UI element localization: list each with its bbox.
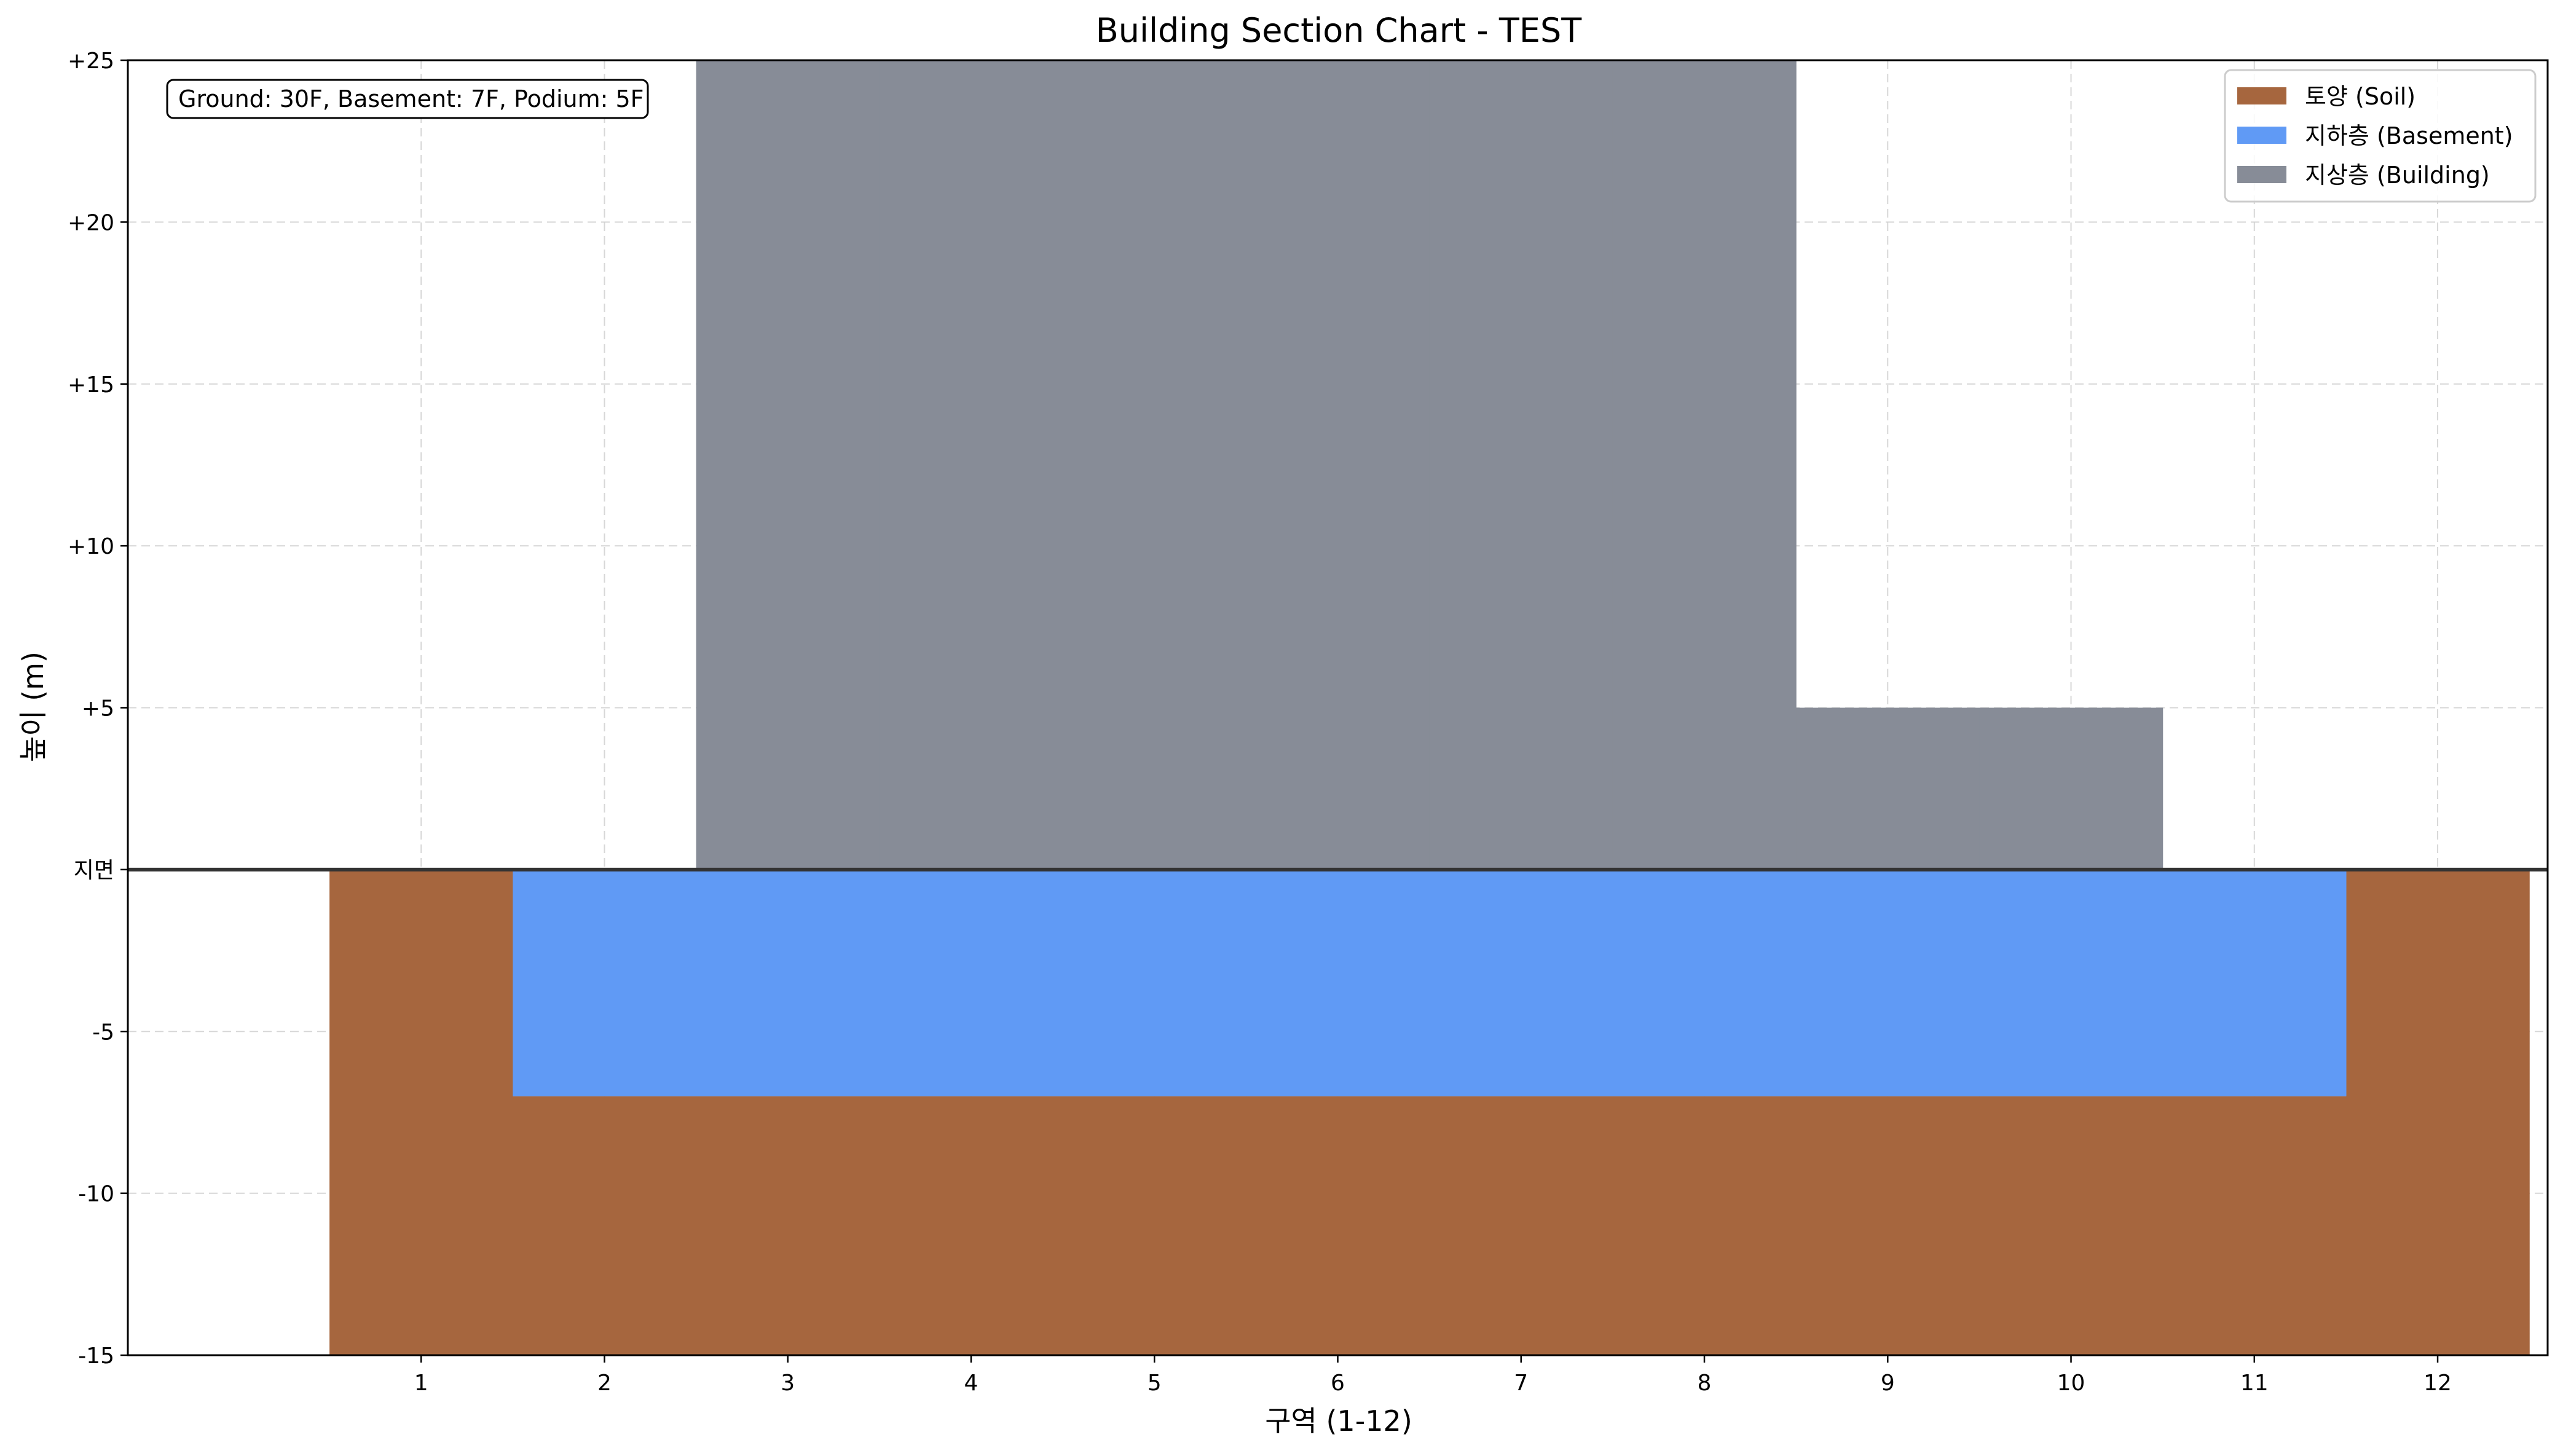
bar-soil-9 xyxy=(1796,1096,1980,1355)
bar-building-5 xyxy=(1063,60,1246,870)
y-tick-label: +5 xyxy=(82,696,114,722)
y-tick-label: +15 xyxy=(68,372,114,398)
bar-soil-7 xyxy=(1429,1096,1613,1355)
x-tick-label: 9 xyxy=(1881,1371,1895,1396)
x-tick-label: 6 xyxy=(1331,1371,1345,1396)
x-tick-label: 12 xyxy=(2423,1371,2452,1396)
x-tick-label: 1 xyxy=(414,1371,428,1396)
x-tick-label: 3 xyxy=(781,1371,795,1396)
legend-label: 토양 (Soil) xyxy=(2305,83,2415,110)
x-tick-label: 11 xyxy=(2240,1371,2269,1396)
bars xyxy=(329,60,2530,1355)
bar-soil-8 xyxy=(1612,1096,1797,1355)
legend-label: 지상층 (Building) xyxy=(2305,162,2490,189)
y-tick-label: +25 xyxy=(68,49,114,74)
legend-label: 지하층 (Basement) xyxy=(2305,122,2513,149)
bar-soil-4 xyxy=(879,1096,1063,1355)
bar-building-10 xyxy=(1979,707,2163,870)
y-tick-label: +10 xyxy=(68,534,114,559)
legend-swatch xyxy=(2237,166,2286,183)
bar-soil-1 xyxy=(329,869,513,1355)
x-tick-label: 7 xyxy=(1514,1371,1528,1396)
annotation-box: Ground: 30F, Basement: 7F, Podium: 5F xyxy=(166,79,649,119)
bar-building-8 xyxy=(1612,60,1797,870)
legend-swatch xyxy=(2237,127,2286,144)
x-tick-label: 2 xyxy=(597,1371,612,1396)
y-tick-label: +20 xyxy=(68,210,114,235)
bar-basement-7 xyxy=(1429,869,1613,1096)
bar-building-3 xyxy=(696,60,880,870)
bar-basement-10 xyxy=(1979,869,2163,1096)
y-tick-label: -10 xyxy=(78,1182,114,1207)
y-axis-label: 높이 (m) xyxy=(17,651,50,762)
bar-basement-4 xyxy=(879,869,1063,1096)
x-axis-label: 구역 (1-12) xyxy=(1265,1404,1412,1438)
bar-building-7 xyxy=(1429,60,1613,870)
x-tick-label: 5 xyxy=(1148,1371,1162,1396)
y-tick-label: -15 xyxy=(78,1344,114,1369)
y-tick-label: -5 xyxy=(92,1020,114,1045)
x-tick-label: 10 xyxy=(2057,1371,2085,1396)
bar-basement-6 xyxy=(1246,869,1430,1096)
x-tick-label: 8 xyxy=(1698,1371,1712,1396)
bar-building-4 xyxy=(879,60,1063,870)
legend-frame xyxy=(2224,69,2537,203)
legend: 토양 (Soil) 지하층 (Basement) 지상층 (Building) xyxy=(2224,69,2537,203)
bar-soil-2 xyxy=(513,1096,697,1355)
bar-basement-5 xyxy=(1063,869,1246,1096)
bar-soil-3 xyxy=(696,1096,880,1355)
legend-swatch xyxy=(2237,87,2286,104)
bar-basement-8 xyxy=(1612,869,1797,1096)
bar-basement-3 xyxy=(696,869,880,1096)
bar-basement-11 xyxy=(2162,869,2347,1096)
bar-soil-6 xyxy=(1246,1096,1430,1355)
bar-soil-11 xyxy=(2162,1096,2347,1355)
y-tick-label: 지면 xyxy=(74,858,114,883)
bar-building-6 xyxy=(1246,60,1430,870)
y-axis-ticks: +25 +20 +15 +10 +5 지면 -5 -10 -15 xyxy=(68,49,128,1369)
bar-basement-2 xyxy=(513,869,697,1096)
bar-building-9 xyxy=(1796,707,1980,870)
bar-soil-5 xyxy=(1063,1096,1246,1355)
x-axis-ticks: 1 2 3 4 5 6 7 8 9 10 11 12 xyxy=(414,1355,2452,1396)
annotation-text: Ground: 30F, Basement: 7F, Podium: 5F xyxy=(178,85,644,112)
x-tick-label: 4 xyxy=(964,1371,978,1396)
bar-basement-9 xyxy=(1796,869,1980,1096)
chart-title: Building Section Chart - TEST xyxy=(1096,11,1583,50)
bar-soil-10 xyxy=(1979,1096,2163,1355)
bar-soil-12 xyxy=(2345,869,2530,1355)
